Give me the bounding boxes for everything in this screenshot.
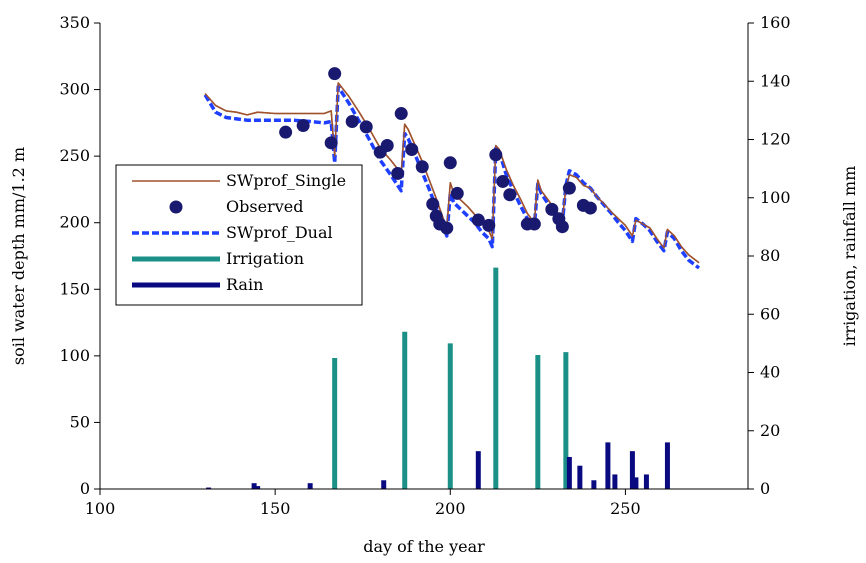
legend-label-irrigation: Irrigation [226, 249, 304, 268]
observed-point [359, 120, 373, 134]
y-right-tick-label: 160 [760, 13, 791, 32]
observed-point [503, 188, 517, 202]
y-left-tick-label: 0 [80, 479, 90, 498]
observed-point [296, 119, 310, 133]
x-tick-label: 100 [85, 499, 116, 518]
legend-label-rain: Rain [226, 275, 263, 294]
y-right-tick-label: 40 [760, 363, 780, 382]
y-left-tick-label: 100 [59, 346, 90, 365]
observed-point [471, 213, 485, 227]
observed-point [450, 186, 464, 200]
legend: SWprof_Single Observed SWprof_Dual Irrigati… [115, 164, 363, 306]
observed-point [394, 107, 408, 121]
y-right-tick-label: 100 [760, 188, 791, 207]
observed-point [415, 160, 429, 174]
y-left-tick-label: 300 [59, 80, 90, 99]
observed-point [426, 197, 440, 211]
y-right-tick-label: 0 [760, 479, 770, 498]
plot-area [203, 67, 701, 489]
observed-point [496, 174, 510, 188]
observed-point [555, 220, 569, 234]
legend-swatch-observed [169, 200, 183, 214]
observed-point [440, 221, 454, 235]
y-left-tick-label: 150 [59, 279, 90, 298]
observed-point [527, 217, 541, 231]
legend-label-dual: SWprof_Dual [226, 223, 333, 242]
x-tick-label: 200 [435, 499, 466, 518]
axes: 100 150 200 250 0 50 100 150 200 250 300 350 0 20 40 60… [59, 13, 790, 518]
observed-point [482, 218, 496, 232]
y-right-tick-label: 60 [760, 304, 780, 323]
observed-point [391, 166, 405, 180]
observed-point [345, 115, 359, 129]
observed-point [328, 67, 342, 81]
observed-point [489, 148, 503, 162]
observed-point [545, 202, 559, 216]
observed-point [380, 138, 394, 152]
observed-point [324, 136, 338, 150]
y-left-tick-label: 250 [59, 146, 90, 165]
observed-point [443, 156, 457, 170]
x-tick-label: 250 [610, 499, 641, 518]
y-left-tick-label: 50 [70, 412, 90, 431]
observed-point [405, 142, 419, 156]
x-axis-title: day of the year [363, 537, 485, 556]
legend-label-observed: Observed [226, 197, 303, 216]
y-right-tick-label: 120 [760, 130, 791, 149]
y-axis-left-title: soil water depth mm/1.2 m [9, 147, 28, 365]
legend-box [115, 164, 363, 306]
x-tick-label: 150 [260, 499, 291, 518]
y-left-tick-label: 200 [59, 213, 90, 232]
y-right-tick-label: 20 [760, 421, 780, 440]
y-left-tick-label: 350 [59, 13, 90, 32]
legend-label-single: SWprof_Single [226, 171, 346, 190]
y-right-tick-label: 140 [760, 71, 791, 90]
observed-point [583, 201, 597, 215]
y-right-tick-label: 80 [760, 246, 780, 265]
y-axis-right-title: irrigation, rainfall mm [840, 166, 859, 347]
observed-point [562, 181, 576, 195]
observed-point [279, 125, 293, 139]
